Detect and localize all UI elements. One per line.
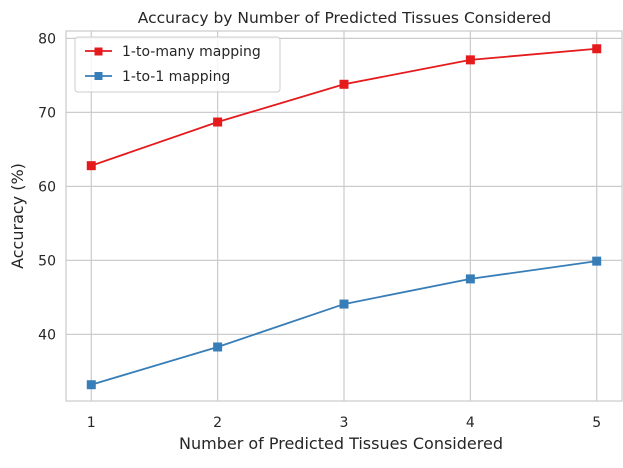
- data-point-1-to-many: [465, 55, 475, 65]
- x-tick-label: 4: [466, 415, 475, 431]
- legend-box: [74, 36, 281, 93]
- y-tick-label: 80: [38, 31, 56, 47]
- y-tick-label: 40: [38, 327, 56, 343]
- x-tick-label: 3: [340, 415, 349, 431]
- data-point-1-to-1: [465, 274, 475, 284]
- data-point-1-to-1: [339, 299, 349, 309]
- data-point-1-to-1: [86, 380, 96, 390]
- chart-title: Accuracy by Number of Predicted Tissues …: [138, 9, 551, 27]
- data-point-1-to-1: [592, 256, 602, 266]
- y-axis-label: Accuracy (%): [8, 163, 27, 269]
- tick-labels: 1 2 3 4 5 40 50 60 70 80: [38, 31, 601, 431]
- grid-lines: [66, 31, 622, 401]
- legend-marker-1-to-many: [94, 47, 103, 56]
- series-layer: [86, 44, 602, 390]
- legend: 1-to-many mapping 1-to-1 mapping: [74, 36, 281, 93]
- x-tick-label: 5: [592, 415, 601, 431]
- x-tick-label: 2: [213, 415, 222, 431]
- y-tick-label: 60: [38, 179, 56, 195]
- x-tick-label: 1: [87, 415, 96, 431]
- data-point-1-to-many: [592, 44, 602, 54]
- data-point-1-to-many: [213, 117, 223, 127]
- y-tick-label: 70: [38, 105, 56, 121]
- legend-label-1-to-many: 1-to-many mapping: [122, 44, 261, 60]
- legend-marker-1-to-1: [94, 72, 103, 80]
- data-point-1-to-1: [213, 342, 223, 352]
- x-axis-label: Number of Predicted Tissues Considered: [179, 434, 503, 453]
- y-tick-label: 50: [38, 253, 56, 269]
- legend-label-1-to-1: 1-to-1 mapping: [122, 69, 230, 85]
- data-point-1-to-many: [86, 161, 96, 171]
- data-point-1-to-many: [339, 79, 349, 89]
- plot-area-frame: [65, 30, 623, 402]
